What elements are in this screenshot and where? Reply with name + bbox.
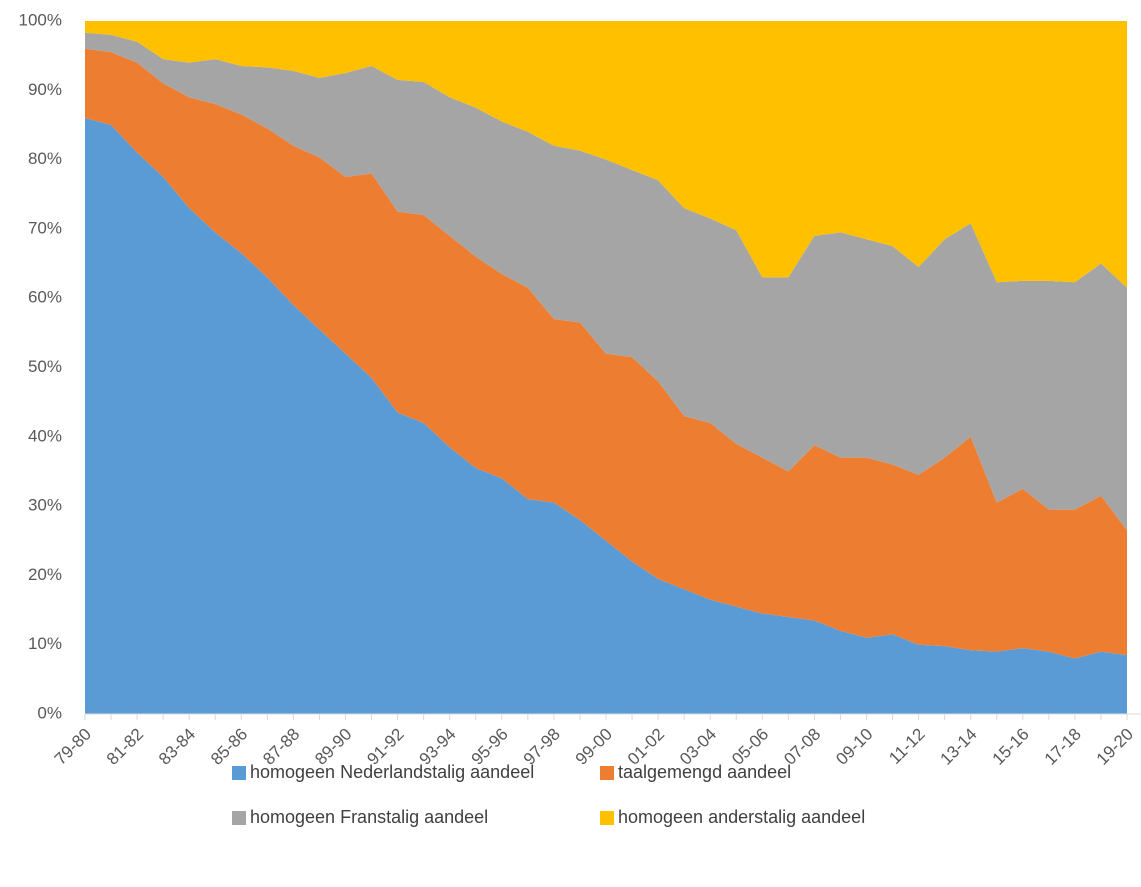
- y-tick-label: 30%: [28, 496, 62, 515]
- x-tick-label: 79-80: [51, 725, 95, 769]
- legend-label: homogeen Nederlandstalig aandeel: [250, 762, 534, 782]
- x-tick-label: 11-12: [885, 725, 928, 768]
- y-tick-label: 20%: [28, 565, 62, 584]
- y-tick-label: 40%: [28, 426, 62, 445]
- area: [85, 48, 1127, 659]
- area: [85, 118, 1127, 714]
- x-tick-label: 09-10: [832, 725, 876, 769]
- legend-label: taalgemengd aandeel: [618, 762, 791, 782]
- y-tick-label: 0%: [37, 703, 62, 722]
- y-tick-label: 100%: [19, 10, 62, 29]
- legend-swatch: [232, 766, 246, 780]
- x-tick-label: 13-14: [937, 725, 981, 769]
- y-tick-label: 10%: [28, 634, 62, 653]
- y-tick-label: 60%: [28, 288, 62, 307]
- legend-swatch: [600, 766, 614, 780]
- x-tick-label: 15-16: [989, 725, 1033, 769]
- y-tick-label: 90%: [28, 80, 62, 99]
- legend-label: homogeen Franstalig aandeel: [250, 807, 488, 827]
- y-tick-label: 80%: [28, 149, 62, 168]
- x-tick-label: 81-82: [103, 725, 147, 769]
- area: [85, 32, 1127, 531]
- x-tick-label: 83-84: [155, 725, 199, 769]
- legend-label: homogeen anderstalig aandeel: [618, 807, 865, 827]
- legend: homogeen Nederlandstalig aandeel taalgeme…: [232, 762, 865, 827]
- y-tick-label: 50%: [28, 357, 62, 376]
- area: [85, 21, 1127, 288]
- legend-swatch: [232, 811, 246, 825]
- x-tick-label: 85-86: [207, 725, 251, 769]
- x-tick-label: 99-00: [572, 725, 616, 769]
- x-tick-label: 17-18: [1041, 725, 1085, 769]
- y-tick-label: 70%: [28, 218, 62, 237]
- x-tick-label: 19-20: [1093, 725, 1137, 769]
- legend-swatch: [600, 811, 614, 825]
